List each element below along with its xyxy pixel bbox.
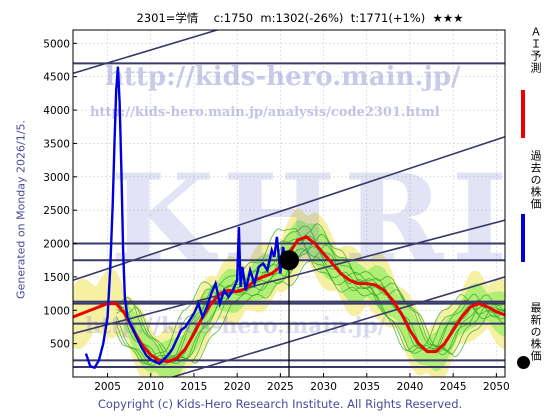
x-tick-label-2015: 2015 — [181, 381, 208, 393]
ensemble-line-8 — [115, 228, 505, 365]
plot-frame — [72, 29, 506, 378]
y-tick-label-500: 500 — [50, 339, 70, 351]
x-tick-label-2050: 2050 — [483, 381, 510, 393]
latest-price-marker — [279, 250, 299, 271]
y-tick-label-5000: 5000 — [43, 38, 70, 50]
chart-title: 2301=学情 c:1750 m:1302(-26%) t:1771(+1%) … — [136, 11, 464, 25]
watermark-url2: http://kids-hero.main.jp/analysis/code23… — [90, 105, 440, 120]
x-tick-label-2045: 2045 — [440, 381, 467, 393]
x-axis-ticks: 2005 2010 2015 2020 2025 2030 2035 2040 2045 2050 — [94, 373, 510, 393]
x-tick-label-2020: 2020 — [224, 381, 251, 393]
y-tick-label-1000: 1000 — [43, 305, 70, 317]
y-tick-label-2500: 2500 — [43, 205, 70, 217]
y-tick-label-1500: 1500 — [43, 272, 70, 284]
legend-swatch-0 — [521, 90, 525, 138]
band-inner — [124, 219, 505, 377]
trend-line-0 — [73, 30, 220, 75]
x-tick-label-2025: 2025 — [267, 381, 294, 393]
y-tick-label-4500: 4500 — [43, 72, 70, 84]
trend-line-1 — [73, 136, 505, 281]
x-tick-label-2030: 2030 — [310, 381, 337, 393]
x-tick-label-2005: 2005 — [94, 381, 121, 393]
legend-swatch-2 — [517, 356, 530, 369]
ensemble-line-7 — [115, 238, 505, 366]
y-tick-label-3000: 3000 — [43, 172, 70, 184]
y-tick-label-2000: 2000 — [43, 239, 70, 251]
legend-label-2: 最新の株価 — [529, 302, 542, 362]
series — [73, 66, 505, 377]
x-tick-label-2035: 2035 — [353, 381, 380, 393]
ensemble-line-4 — [116, 235, 505, 365]
band-outer — [73, 207, 505, 377]
watermark-url1: http://kids-hero.main.jp/ — [105, 62, 461, 92]
legend-swatch-1 — [521, 214, 525, 262]
x-tick-label-2010: 2010 — [137, 381, 164, 393]
y-tick-label-4000: 4000 — [43, 105, 70, 117]
legend-label-1: 過去の株価 — [529, 150, 542, 210]
history-line — [84, 66, 290, 370]
ensemble-line-5 — [115, 225, 505, 364]
legend-label-0: ＡＩ予測 — [529, 26, 542, 74]
x-tick-label-2040: 2040 — [397, 381, 424, 393]
watermark-big: KHRI — [110, 148, 516, 289]
copyright-footer: Copyright (c) Kids-Hero Research Institu… — [97, 397, 463, 411]
y-axis-ticks: 500 1000 1500 2000 2500 3000 3500 4000 4500 5000 — [43, 38, 77, 351]
y-tick-label-3500: 3500 — [43, 138, 70, 150]
